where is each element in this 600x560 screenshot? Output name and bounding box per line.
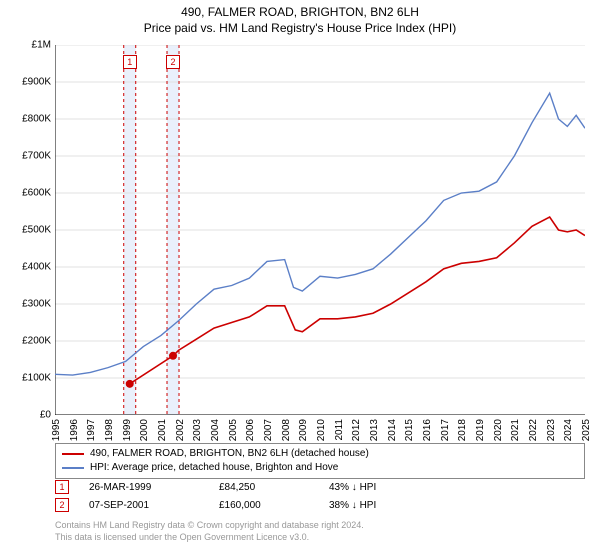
y-tick-label: £200K	[22, 336, 51, 347]
x-tick-label: 2020	[493, 419, 504, 441]
y-tick-label: £1M	[32, 40, 51, 51]
transaction-pct-1: 38% ↓ HPI	[329, 500, 449, 511]
y-tick-label: £500K	[22, 225, 51, 236]
transaction-badge-0: 1	[55, 480, 69, 494]
legend-box: 490, FALMER ROAD, BRIGHTON, BN2 6LH (det…	[55, 443, 585, 479]
x-tick-label: 2002	[175, 419, 186, 441]
x-tick-label: 2019	[475, 419, 486, 441]
x-tick-label: 2011	[334, 419, 345, 441]
x-tick-label: 2014	[387, 419, 398, 441]
x-tick-label: 2006	[245, 419, 256, 441]
chart-svg	[55, 45, 585, 415]
x-tick-label: 2017	[440, 419, 451, 441]
transaction-row-0: 1 26-MAR-1999 £84,250 43% ↓ HPI	[55, 478, 585, 496]
x-tick-label: 2001	[157, 419, 168, 441]
transaction-table: 1 26-MAR-1999 £84,250 43% ↓ HPI 2 07-SEP…	[55, 478, 585, 514]
x-tick-label: 1997	[86, 419, 97, 441]
y-tick-label: £700K	[22, 151, 51, 162]
x-tick-label: 2023	[546, 419, 557, 441]
title-line-1: 490, FALMER ROAD, BRIGHTON, BN2 6LH	[0, 4, 600, 20]
y-tick-label: £100K	[22, 373, 51, 384]
transaction-date-1: 07-SEP-2001	[89, 500, 219, 511]
x-tick-label: 2013	[369, 419, 380, 441]
event-label-box: 2	[166, 55, 180, 69]
transaction-date-0: 26-MAR-1999	[89, 482, 219, 493]
legend-row-0: 490, FALMER ROAD, BRIGHTON, BN2 6LH (det…	[62, 447, 578, 461]
x-tick-label: 2016	[422, 419, 433, 441]
transaction-row-1: 2 07-SEP-2001 £160,000 38% ↓ HPI	[55, 496, 585, 514]
event-label-box: 1	[123, 55, 137, 69]
x-tick-label: 1999	[122, 419, 133, 441]
footer-line-2: This data is licensed under the Open Gov…	[55, 532, 585, 544]
transaction-price-1: £160,000	[219, 500, 329, 511]
x-tick-label: 2021	[510, 419, 521, 441]
legend-label-1: HPI: Average price, detached house, Brig…	[90, 461, 338, 475]
y-tick-label: £0	[40, 410, 51, 421]
x-tick-label: 2025	[581, 419, 592, 441]
legend-swatch-1	[62, 467, 84, 469]
footer-block: Contains HM Land Registry data © Crown c…	[55, 520, 585, 543]
y-tick-label: £400K	[22, 262, 51, 273]
y-tick-label: £600K	[22, 188, 51, 199]
chart-area: £0£100K£200K£300K£400K£500K£600K£700K£80…	[55, 45, 585, 415]
x-tick-label: 1998	[104, 419, 115, 441]
x-tick-label: 2012	[351, 419, 362, 441]
y-tick-label: £300K	[22, 299, 51, 310]
y-tick-label: £800K	[22, 114, 51, 125]
x-tick-label: 2015	[404, 419, 415, 441]
x-tick-label: 2024	[563, 419, 574, 441]
transaction-pct-0: 43% ↓ HPI	[329, 482, 449, 493]
transaction-price-0: £84,250	[219, 482, 329, 493]
x-tick-label: 1995	[51, 419, 62, 441]
x-tick-label: 2003	[192, 419, 203, 441]
x-tick-label: 2000	[139, 419, 150, 441]
footer-line-1: Contains HM Land Registry data © Crown c…	[55, 520, 585, 532]
x-tick-label: 2009	[298, 419, 309, 441]
x-tick-label: 2004	[210, 419, 221, 441]
legend-swatch-0	[62, 453, 84, 455]
x-tick-label: 1996	[69, 419, 80, 441]
x-tick-label: 2005	[228, 419, 239, 441]
x-tick-label: 2007	[263, 419, 274, 441]
x-tick-label: 2018	[457, 419, 468, 441]
legend-row-1: HPI: Average price, detached house, Brig…	[62, 461, 578, 475]
transaction-badge-1: 2	[55, 498, 69, 512]
title-line-2: Price paid vs. HM Land Registry's House …	[0, 20, 600, 36]
x-tick-label: 2010	[316, 419, 327, 441]
y-tick-label: £900K	[22, 77, 51, 88]
chart-title-block: 490, FALMER ROAD, BRIGHTON, BN2 6LH Pric…	[0, 0, 600, 36]
x-tick-label: 2022	[528, 419, 539, 441]
x-tick-label: 2008	[281, 419, 292, 441]
legend-label-0: 490, FALMER ROAD, BRIGHTON, BN2 6LH (det…	[90, 447, 369, 461]
